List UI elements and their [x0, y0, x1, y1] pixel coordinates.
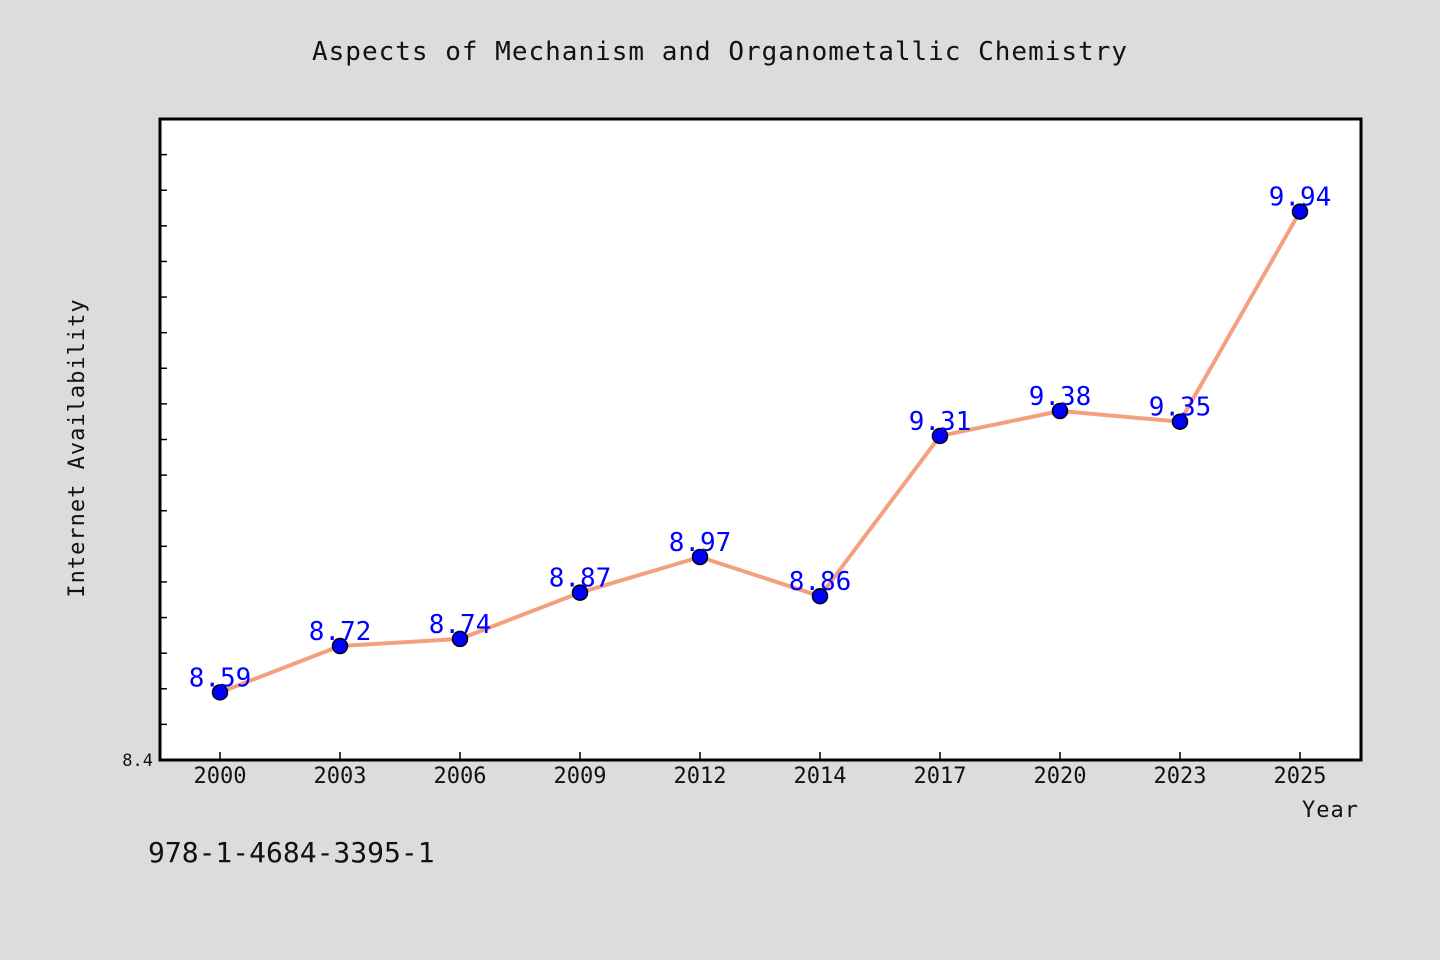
data-label: 8.74 [429, 610, 492, 640]
x-ticks: 2000 2003 2006 2009 2012 2014 2017 2020 2023 2025 [194, 752, 1327, 789]
x-tick-label: 2017 [914, 764, 967, 789]
series-line [219, 210, 1302, 695]
data-label: 9.35 [1149, 393, 1212, 423]
data-label: 8.86 [789, 567, 852, 597]
chart-title: Aspects of Mechanism and Organometallic … [312, 37, 1128, 67]
data-point [1171, 413, 1189, 430]
plot-area [158, 117, 1363, 762]
x-tick-label: 2023 [1154, 764, 1207, 789]
data-point [691, 548, 709, 566]
x-axis-label: Year [1302, 798, 1359, 823]
data-label: 9.31 [909, 407, 972, 437]
data-label: 9.94 [1269, 183, 1332, 213]
x-tick-label: 2025 [1274, 764, 1327, 789]
x-tick-label: 2020 [1034, 764, 1087, 789]
x-tick-label: 2014 [794, 764, 847, 789]
x-tick-label: 2012 [674, 764, 727, 789]
data-point [1051, 402, 1069, 420]
data-point [331, 637, 349, 655]
x-tick-label: 2003 [314, 764, 367, 789]
series-group: 8.59 8.72 8.74 8.87 8.97 8.86 9.31 9.38 9.35 9.94 [189, 183, 1332, 701]
data-label: 8.59 [189, 663, 252, 693]
isbn-text: 978-1-4684-3395-1 [148, 836, 435, 869]
data-label: 9.38 [1029, 382, 1092, 412]
x-tick-label: 2006 [434, 764, 487, 789]
y-axis-label: Internet Availability [65, 298, 90, 597]
data-point [811, 587, 829, 605]
data-point [931, 427, 949, 445]
data-label: 8.72 [309, 617, 372, 647]
data-point [1291, 203, 1309, 220]
y-tick-label: 8.4 [122, 751, 153, 771]
data-point [211, 684, 229, 701]
x-tick-label: 2000 [194, 764, 247, 789]
data-label: 8.97 [669, 528, 732, 558]
data-point [451, 630, 469, 648]
data-label: 8.87 [549, 564, 612, 594]
y-ticks [160, 153, 167, 726]
x-tick-label: 2009 [554, 764, 607, 789]
data-point [571, 584, 589, 601]
